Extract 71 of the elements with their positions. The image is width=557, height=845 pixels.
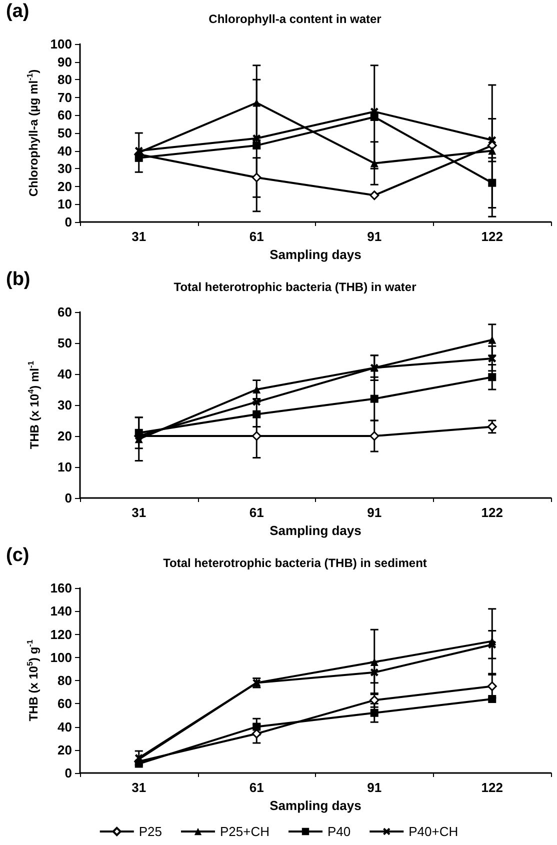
- y-tick-label: 30: [58, 161, 72, 176]
- x-tick-label: 122: [481, 780, 503, 795]
- x-axis-title: Sampling days: [270, 522, 362, 538]
- x-tick-label: 31: [132, 780, 146, 795]
- point: [252, 141, 261, 150]
- point: [252, 172, 262, 182]
- y-tick-label: 0: [64, 490, 72, 506]
- y-tick-label: 40: [58, 143, 72, 158]
- y-tick-label: 140: [50, 604, 72, 619]
- y-tick-label: 60: [58, 304, 72, 320]
- y-tick-label: 80: [58, 673, 72, 688]
- x-tick-label: 122: [481, 229, 503, 244]
- chart-title: Total heterotrophic bacteria (THB) in sediment: [163, 556, 427, 570]
- point: [134, 154, 143, 162]
- y-tick-label: 90: [58, 54, 72, 70]
- x-tick-label: 31: [132, 229, 146, 244]
- x-tick-label: 91: [367, 505, 382, 520]
- point: [252, 134, 261, 142]
- y-tick-label: 10: [58, 196, 72, 212]
- y-tick-label: 100: [50, 36, 72, 52]
- y-tick-label: 20: [58, 742, 72, 758]
- point: [488, 336, 496, 344]
- x-tick-label: 31: [132, 505, 146, 520]
- x-tick-label: 122: [481, 505, 503, 520]
- y-axis-title: THB (x 105) g-1: [25, 639, 40, 722]
- y-tick-label: 10: [58, 460, 72, 474]
- point: [370, 658, 378, 666]
- point: [488, 136, 496, 144]
- point: [370, 190, 380, 200]
- y-tick-label: 160: [50, 580, 72, 596]
- text: (b): [6, 269, 30, 290]
- x-axis-title: Sampling days: [270, 246, 362, 262]
- y-axis-title: THB (x 104) ml-1: [26, 360, 42, 450]
- x-tick-label: 91: [367, 780, 382, 795]
- y-tick-label: 30: [58, 398, 72, 412]
- x-axis-title: Sampling days: [270, 798, 362, 813]
- point: [370, 431, 380, 441]
- legend-label: P25+CH: [220, 824, 270, 839]
- y-axis-title: Chlorophyll-a (µg ml-1): [25, 69, 40, 197]
- y-tick-label: 50: [58, 336, 72, 350]
- point: [488, 178, 496, 187]
- y-tick-label: 20: [58, 178, 72, 194]
- x-tick-label: 61: [249, 229, 264, 244]
- point: [488, 640, 496, 649]
- y-tick-label: 50: [58, 126, 72, 140]
- point: [370, 394, 378, 403]
- y-tick-label: 20: [58, 428, 72, 444]
- y-tick-label: 100: [50, 650, 72, 665]
- point: [488, 695, 496, 703]
- legend-label: P25: [138, 824, 162, 839]
- text: (a): [6, 1, 30, 22]
- point: [488, 146, 496, 155]
- x-tick-label: 61: [249, 505, 264, 520]
- y-tick-label: 0: [64, 766, 72, 780]
- chart-title: Chlorophyll-a content in water: [208, 12, 382, 26]
- y-tick-label: 60: [58, 108, 72, 123]
- x-tick-label: 91: [367, 229, 382, 244]
- y-tick-label: 40: [58, 366, 72, 382]
- y-tick-label: 40: [58, 719, 72, 734]
- text: (c): [6, 545, 30, 566]
- legend-label: P40: [328, 824, 351, 839]
- y-tick-label: 80: [58, 72, 72, 88]
- y-tick-label: 60: [58, 696, 72, 712]
- y-tick-label: 70: [58, 90, 72, 105]
- point: [252, 398, 261, 406]
- x-tick-label: 61: [249, 780, 264, 795]
- point: [252, 431, 262, 441]
- y-tick-label: 0: [64, 214, 72, 230]
- y-tick-label: 120: [50, 626, 72, 642]
- legend-label: P40+CH: [408, 824, 458, 839]
- chart-title: Total heterotrophic bacteria (THB) in water: [174, 280, 417, 294]
